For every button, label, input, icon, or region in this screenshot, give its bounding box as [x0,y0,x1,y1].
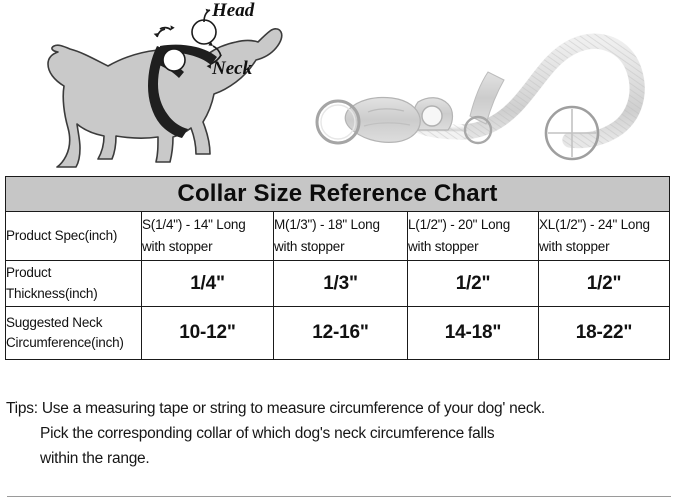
cell-neck-xl: 18-22" [537,306,671,360]
cell-neck-m: 12-16" [273,306,408,360]
bottom-divider [7,496,671,497]
arrow-head-2-icon [153,33,159,37]
collar-stopper-sleeve [469,71,505,125]
row-label-circumference: Suggested Neck Circumference(inch) [5,306,142,360]
spec-line-2: with stopper [142,239,213,254]
arrow-head-5-icon [205,8,210,14]
collar-product-photo [312,4,672,170]
spec-line-1: L(1/2") - 20" Long [408,216,511,232]
collar-rope-texture [452,33,645,148]
cell-neck-l: 14-18" [407,306,539,360]
collar-o-ring [544,105,600,161]
rotation-arrow-icon [159,26,172,31]
collar-small-d-ring [463,115,493,145]
tips-line-2: Pick the corresponding collar of which d… [40,425,495,442]
spec-line-2: with stopper [408,239,479,254]
dog-silhouette [47,28,283,168]
collar-leash-ring-inner [320,104,356,140]
dog-diagram: Head Neck [8,2,308,172]
head-label: Head [211,2,255,21]
collar-keeper-hole [421,105,443,127]
tips-line-1: Tips: Use a measuring tape or string to … [6,400,545,417]
cell-thickness-l: 1/2" [407,260,539,307]
neck-label: Neck [211,58,253,79]
row-label-line: Circumference(inch) [6,335,124,350]
cell-spec-s: S(1/4") - 14" Long with stopper [141,211,274,261]
head-measure-circle [191,19,217,45]
harness-chest-strap [148,46,188,138]
collar-end-cap [344,96,421,143]
collar-brand-embossing-2 [363,122,411,127]
row-label-product-spec: Product Spec(inch) [5,211,142,261]
row-label-line: Thickness(inch) [6,285,98,301]
row-label-line: Product [6,265,52,281]
arrow-head-4-icon [206,64,211,69]
arrow-head-3-icon [208,41,213,46]
neck-arrow-2-icon [210,54,222,65]
collar-leash-ring [315,99,361,145]
spec-line-2: with stopper [274,239,345,254]
arrow-head-icon [170,25,175,30]
cell-spec-l: L(1/2") - 20" Long with stopper [407,211,539,261]
row-label-line: Product Spec(inch) [6,227,118,243]
spec-line-1: S(1/4") - 14" Long [142,216,246,232]
tips-line-3: within the range. [40,450,150,467]
spec-line-2: with stopper [539,239,610,254]
spec-line-1: XL(1/2") - 24" Long [539,216,650,232]
table-title: Collar Size Reference Chart [4,176,671,212]
table-row-product-spec: Product Spec(inch) S(1/4") - 14" Long wi… [5,211,671,261]
collar-brand-embossing [367,108,405,113]
tips-block: Tips: Use a measuring tape or string to … [6,396,674,471]
row-label-line: Suggested Neck [6,314,103,330]
spec-line-1: M(1/3") - 18" Long [274,216,380,232]
cell-thickness-s: 1/4" [141,260,274,307]
cell-spec-m: M(1/3") - 18" Long with stopper [273,211,408,261]
table-row-neck-circumference: Suggested Neck Circumference(inch) 10-12… [5,306,671,360]
rotation-arrow-2-icon [156,28,166,38]
table-row-thickness: Product Thickness(inch) 1/4" 1/3" 1/2" 1… [5,260,671,307]
table-title-row: Collar Size Reference Chart [4,176,671,212]
cell-neck-s: 10-12" [141,306,274,360]
collar-rope-shade [452,33,645,149]
illustration-band: Head Neck [0,0,679,172]
row-label-thickness: Product Thickness(inch) [5,260,142,307]
cell-thickness-xl: 1/2" [537,260,671,307]
collar-o-ring-highlight [548,109,596,157]
collar-size-reference-table: Collar Size Reference Chart Product Spec… [4,176,671,360]
cell-thickness-m: 1/3" [273,260,408,307]
cell-spec-xl: XL(1/2") - 24" Long with stopper [537,211,671,261]
neck-measure-circle [162,48,186,72]
